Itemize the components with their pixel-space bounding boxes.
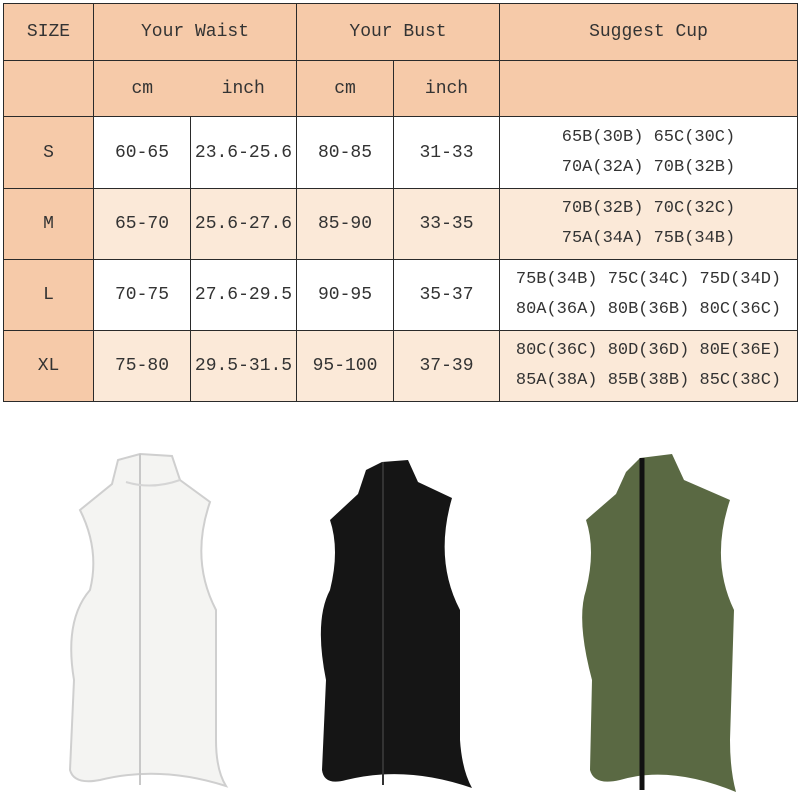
cup-line: 70A(32A) 70B(32B) bbox=[561, 157, 736, 177]
cup-line: 80A(36A) 80B(36B) 80C(36C) bbox=[515, 300, 782, 319]
cup-line: 75B(34B) 75C(34C) 75D(34D) bbox=[515, 270, 782, 289]
cup-line: 75A(34A) 75B(34B) bbox=[561, 229, 736, 248]
header-cup: Suggest Cup bbox=[499, 3, 798, 61]
table-row: XL 75-80 29.5-31.5 95-100 37-39 80C(36C)… bbox=[3, 330, 798, 402]
bust-cm-cell: 90-95 bbox=[296, 259, 394, 331]
bust-inch-cell: 37-39 bbox=[393, 330, 500, 402]
table-row: L 70-75 27.6-29.5 90-95 35-37 75B(34B) 7… bbox=[3, 259, 798, 331]
bust-inch-cell: 31-33 bbox=[393, 116, 500, 189]
waist-inch-cell: 29.5-31.5 bbox=[190, 330, 297, 402]
cup-line: 85A(38A) 85B(38B) 85C(38C) bbox=[515, 371, 782, 390]
waist-cm-cell: 60-65 bbox=[93, 116, 191, 189]
black-zip-vest-icon bbox=[320, 460, 472, 788]
size-cell: S bbox=[3, 116, 94, 189]
bust-cm-cell: 80-85 bbox=[296, 116, 394, 189]
table-row: M 65-70 25.6-27.6 85-90 33-35 70B(32B) 7… bbox=[3, 188, 798, 260]
green-zip-vest-icon bbox=[582, 454, 736, 792]
unit-cup-blank bbox=[499, 60, 798, 117]
size-cell: XL bbox=[3, 330, 94, 402]
cup-line: 70B(32B) 70C(32C) bbox=[561, 199, 736, 218]
unit-bust-inch: inch bbox=[393, 60, 500, 117]
white-zip-vest-icon bbox=[68, 452, 229, 788]
cup-line: 80C(36C) 80D(36D) 80E(36E) bbox=[515, 341, 782, 360]
unit-bust-cm: cm bbox=[296, 60, 394, 117]
cup-cell: 80C(36C) 80D(36D) 80E(36E) 85A(38A) 85B(3… bbox=[499, 330, 798, 402]
unit-waist-inch: inch bbox=[190, 60, 297, 117]
bust-inch-cell: 35-37 bbox=[393, 259, 500, 331]
cup-cell: 70B(32B) 70C(32C) 75A(34A) 75B(34B) bbox=[499, 188, 798, 260]
table-row: S 60-65 23.6-25.6 80-85 31-33 65B(30B) 6… bbox=[3, 116, 798, 189]
size-cell: L bbox=[3, 259, 94, 331]
waist-inch-cell: 27.6-29.5 bbox=[190, 259, 297, 331]
unit-size-blank bbox=[3, 60, 94, 117]
size-cell: M bbox=[3, 188, 94, 260]
unit-waist-cm: cm bbox=[93, 60, 191, 117]
bust-inch-cell: 33-35 bbox=[393, 188, 500, 260]
unit-row: cm inch cm inch bbox=[3, 60, 798, 117]
cup-cell: 75B(34B) 75C(34C) 75D(34D) 80A(36A) 80B(3… bbox=[499, 259, 798, 331]
waist-cm-cell: 65-70 bbox=[93, 188, 191, 260]
waist-inch-cell: 25.6-27.6 bbox=[190, 188, 297, 260]
waist-inch-cell: 23.6-25.6 bbox=[190, 116, 297, 189]
header-waist: Your Waist bbox=[93, 3, 297, 61]
cup-line: 65B(30B) 65C(30C) bbox=[561, 127, 736, 147]
header-bust: Your Bust bbox=[296, 3, 500, 61]
waist-cm-cell: 75-80 bbox=[93, 330, 191, 402]
bust-cm-cell: 95-100 bbox=[296, 330, 394, 402]
header-size: SIZE bbox=[3, 3, 94, 61]
cup-cell: 65B(30B) 65C(30C) 70A(32A) 70B(32B) bbox=[499, 116, 798, 189]
waist-cm-cell: 70-75 bbox=[93, 259, 191, 331]
size-chart-table: SIZE Your Waist Your Bust Suggest Cup cm… bbox=[3, 3, 798, 402]
bust-cm-cell: 85-90 bbox=[296, 188, 394, 260]
header-row: SIZE Your Waist Your Bust Suggest Cup bbox=[3, 3, 798, 61]
